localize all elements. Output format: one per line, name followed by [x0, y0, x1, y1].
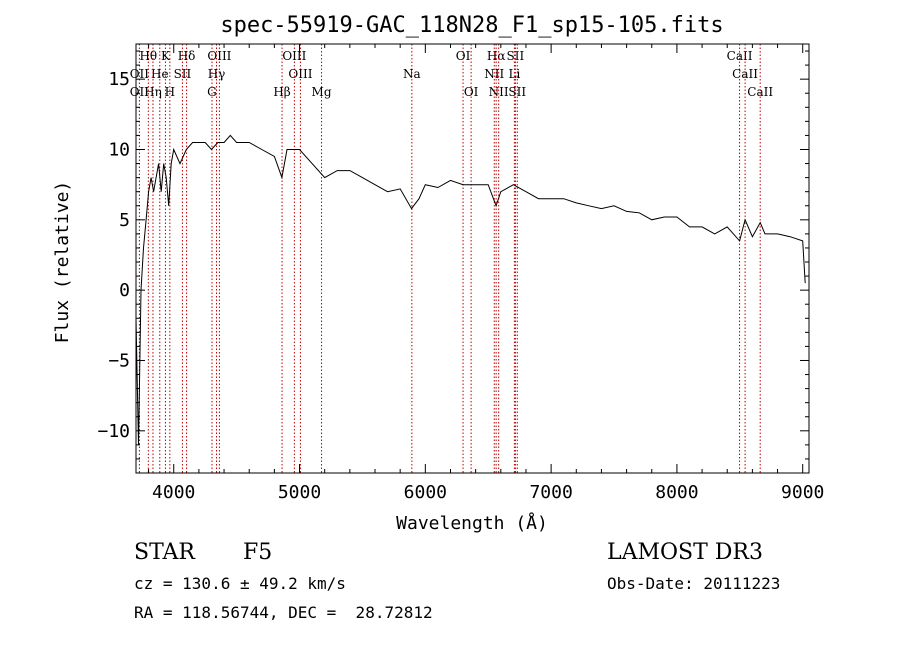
line-label: Hγ	[208, 67, 226, 81]
line-label: K	[161, 49, 171, 63]
line-label: CaII	[747, 85, 773, 99]
line-label: OII	[130, 85, 150, 99]
line-label: Hβ	[273, 85, 290, 99]
y-axis-label: Flux (relative)	[52, 181, 73, 344]
line-label: SII	[508, 85, 526, 99]
line-label: G	[207, 85, 217, 99]
y-tick-label: −10	[97, 421, 130, 442]
line-label: SII	[174, 67, 192, 81]
line-label: OIII	[207, 49, 231, 63]
y-tick-label: 10	[108, 139, 130, 160]
line-label: Na	[403, 67, 421, 81]
axis-ticks: 4000 5000 6000 7000 8000 9000 −10 −5 0 5 10 15	[97, 44, 824, 503]
x-tick-label: 6000	[404, 482, 447, 503]
x-tick-label: 9000	[781, 482, 824, 503]
y-tick-label: 5	[119, 210, 130, 231]
object-class: STAR	[134, 540, 195, 565]
spectrum-series	[135, 134, 806, 445]
line-label: Hδ	[178, 49, 196, 63]
line-label: OI	[464, 85, 479, 99]
redshift-text: cz = 130.6 ± 49.2 km/s	[134, 574, 346, 593]
line-label: NII	[489, 85, 509, 99]
chart-title: spec-55919-GAC_118N28_F1_sp15-105.fits	[220, 13, 723, 38]
line-label: CaII	[727, 49, 753, 63]
line-label: H	[165, 85, 175, 99]
line-label: OIII	[288, 67, 312, 81]
plot-frame	[135, 43, 810, 474]
object-subclass: F5	[243, 540, 273, 565]
radec-text: RA = 118.56744, DEC = 28.72812	[134, 603, 433, 622]
x-tick-label: 7000	[529, 482, 572, 503]
line-label: OI	[456, 49, 471, 63]
line-label: Mg	[312, 85, 332, 99]
y-tick-label: −5	[108, 350, 130, 371]
obs-date-text: Obs-Date: 20111223	[607, 574, 781, 593]
x-tick-label: 5000	[278, 482, 321, 503]
y-tick-label: 15	[108, 69, 130, 90]
line-label: Li	[508, 67, 520, 81]
line-label: SII	[507, 49, 525, 63]
line-label: He	[151, 67, 169, 81]
x-tick-label: 8000	[655, 482, 698, 503]
line-label: NII	[484, 67, 504, 81]
line-label: CaII	[732, 67, 758, 81]
y-tick-label: 0	[119, 280, 130, 301]
line-label: OII	[130, 67, 150, 81]
line-label: OIII	[282, 49, 306, 63]
x-axis-label: Wavelength (Å)	[396, 512, 548, 534]
x-tick-label: 4000	[152, 482, 195, 503]
survey-name: LAMOST DR3	[607, 540, 763, 565]
line-label: Hη	[144, 85, 162, 99]
spectrum-chart: spec-55919-GAC_118N28_F1_sp15-105.fits H…	[52, 13, 824, 534]
line-label: Hθ	[139, 49, 157, 63]
line-label: Hα	[487, 49, 506, 63]
